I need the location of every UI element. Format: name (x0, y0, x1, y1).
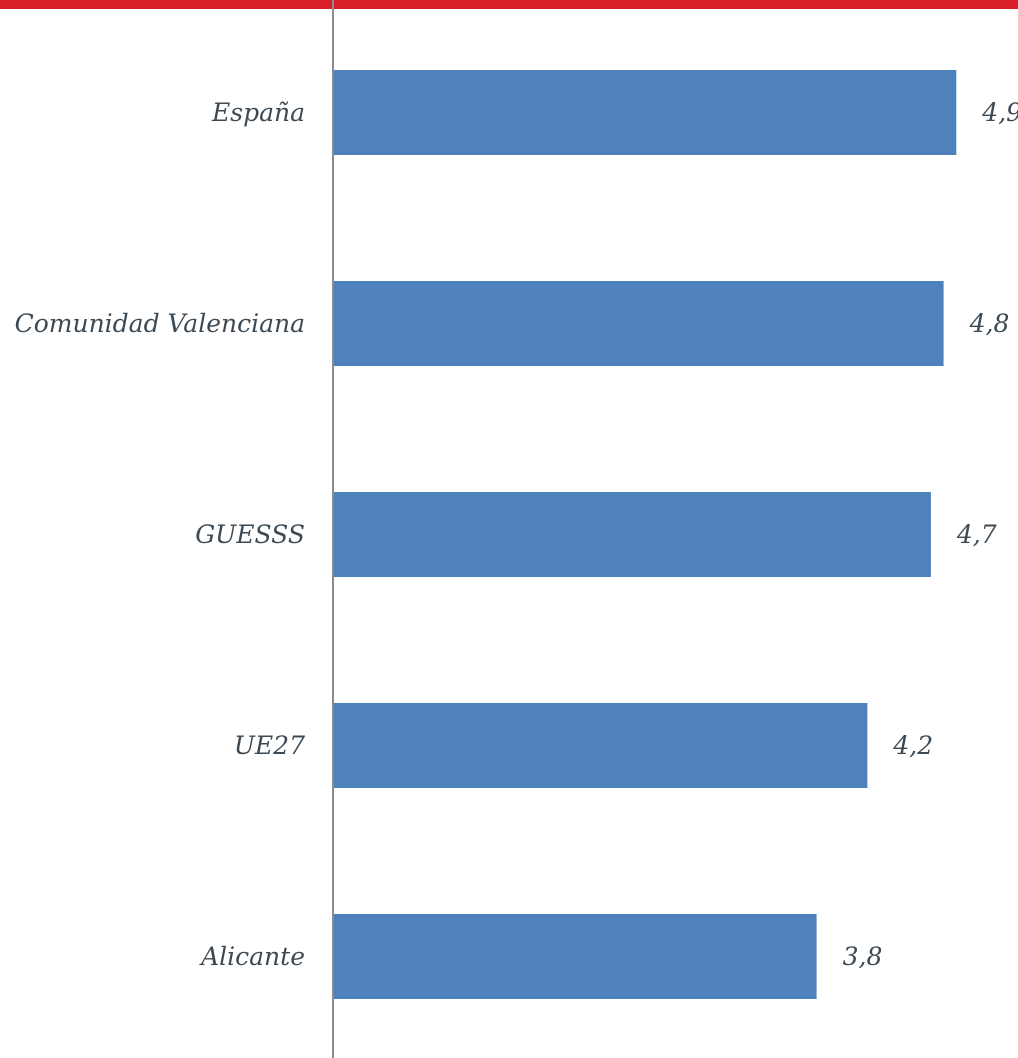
category-label: GUESSS (195, 520, 305, 549)
category-label: Comunidad Valenciana (15, 309, 305, 338)
category-label: UE27 (234, 731, 305, 760)
category-label: España (211, 98, 305, 127)
bar (334, 492, 931, 577)
top-accent-band (0, 0, 1018, 9)
value-label: 4,9 (981, 98, 1018, 127)
value-label: 3,8 (843, 942, 883, 971)
category-label: Alicante (199, 942, 305, 971)
bar (334, 70, 957, 155)
bar (334, 914, 817, 999)
bar (334, 703, 868, 788)
bar (334, 281, 944, 366)
value-label: 4,2 (892, 731, 933, 760)
value-label: 4,7 (956, 520, 997, 549)
value-label: 4,8 (969, 309, 1010, 338)
